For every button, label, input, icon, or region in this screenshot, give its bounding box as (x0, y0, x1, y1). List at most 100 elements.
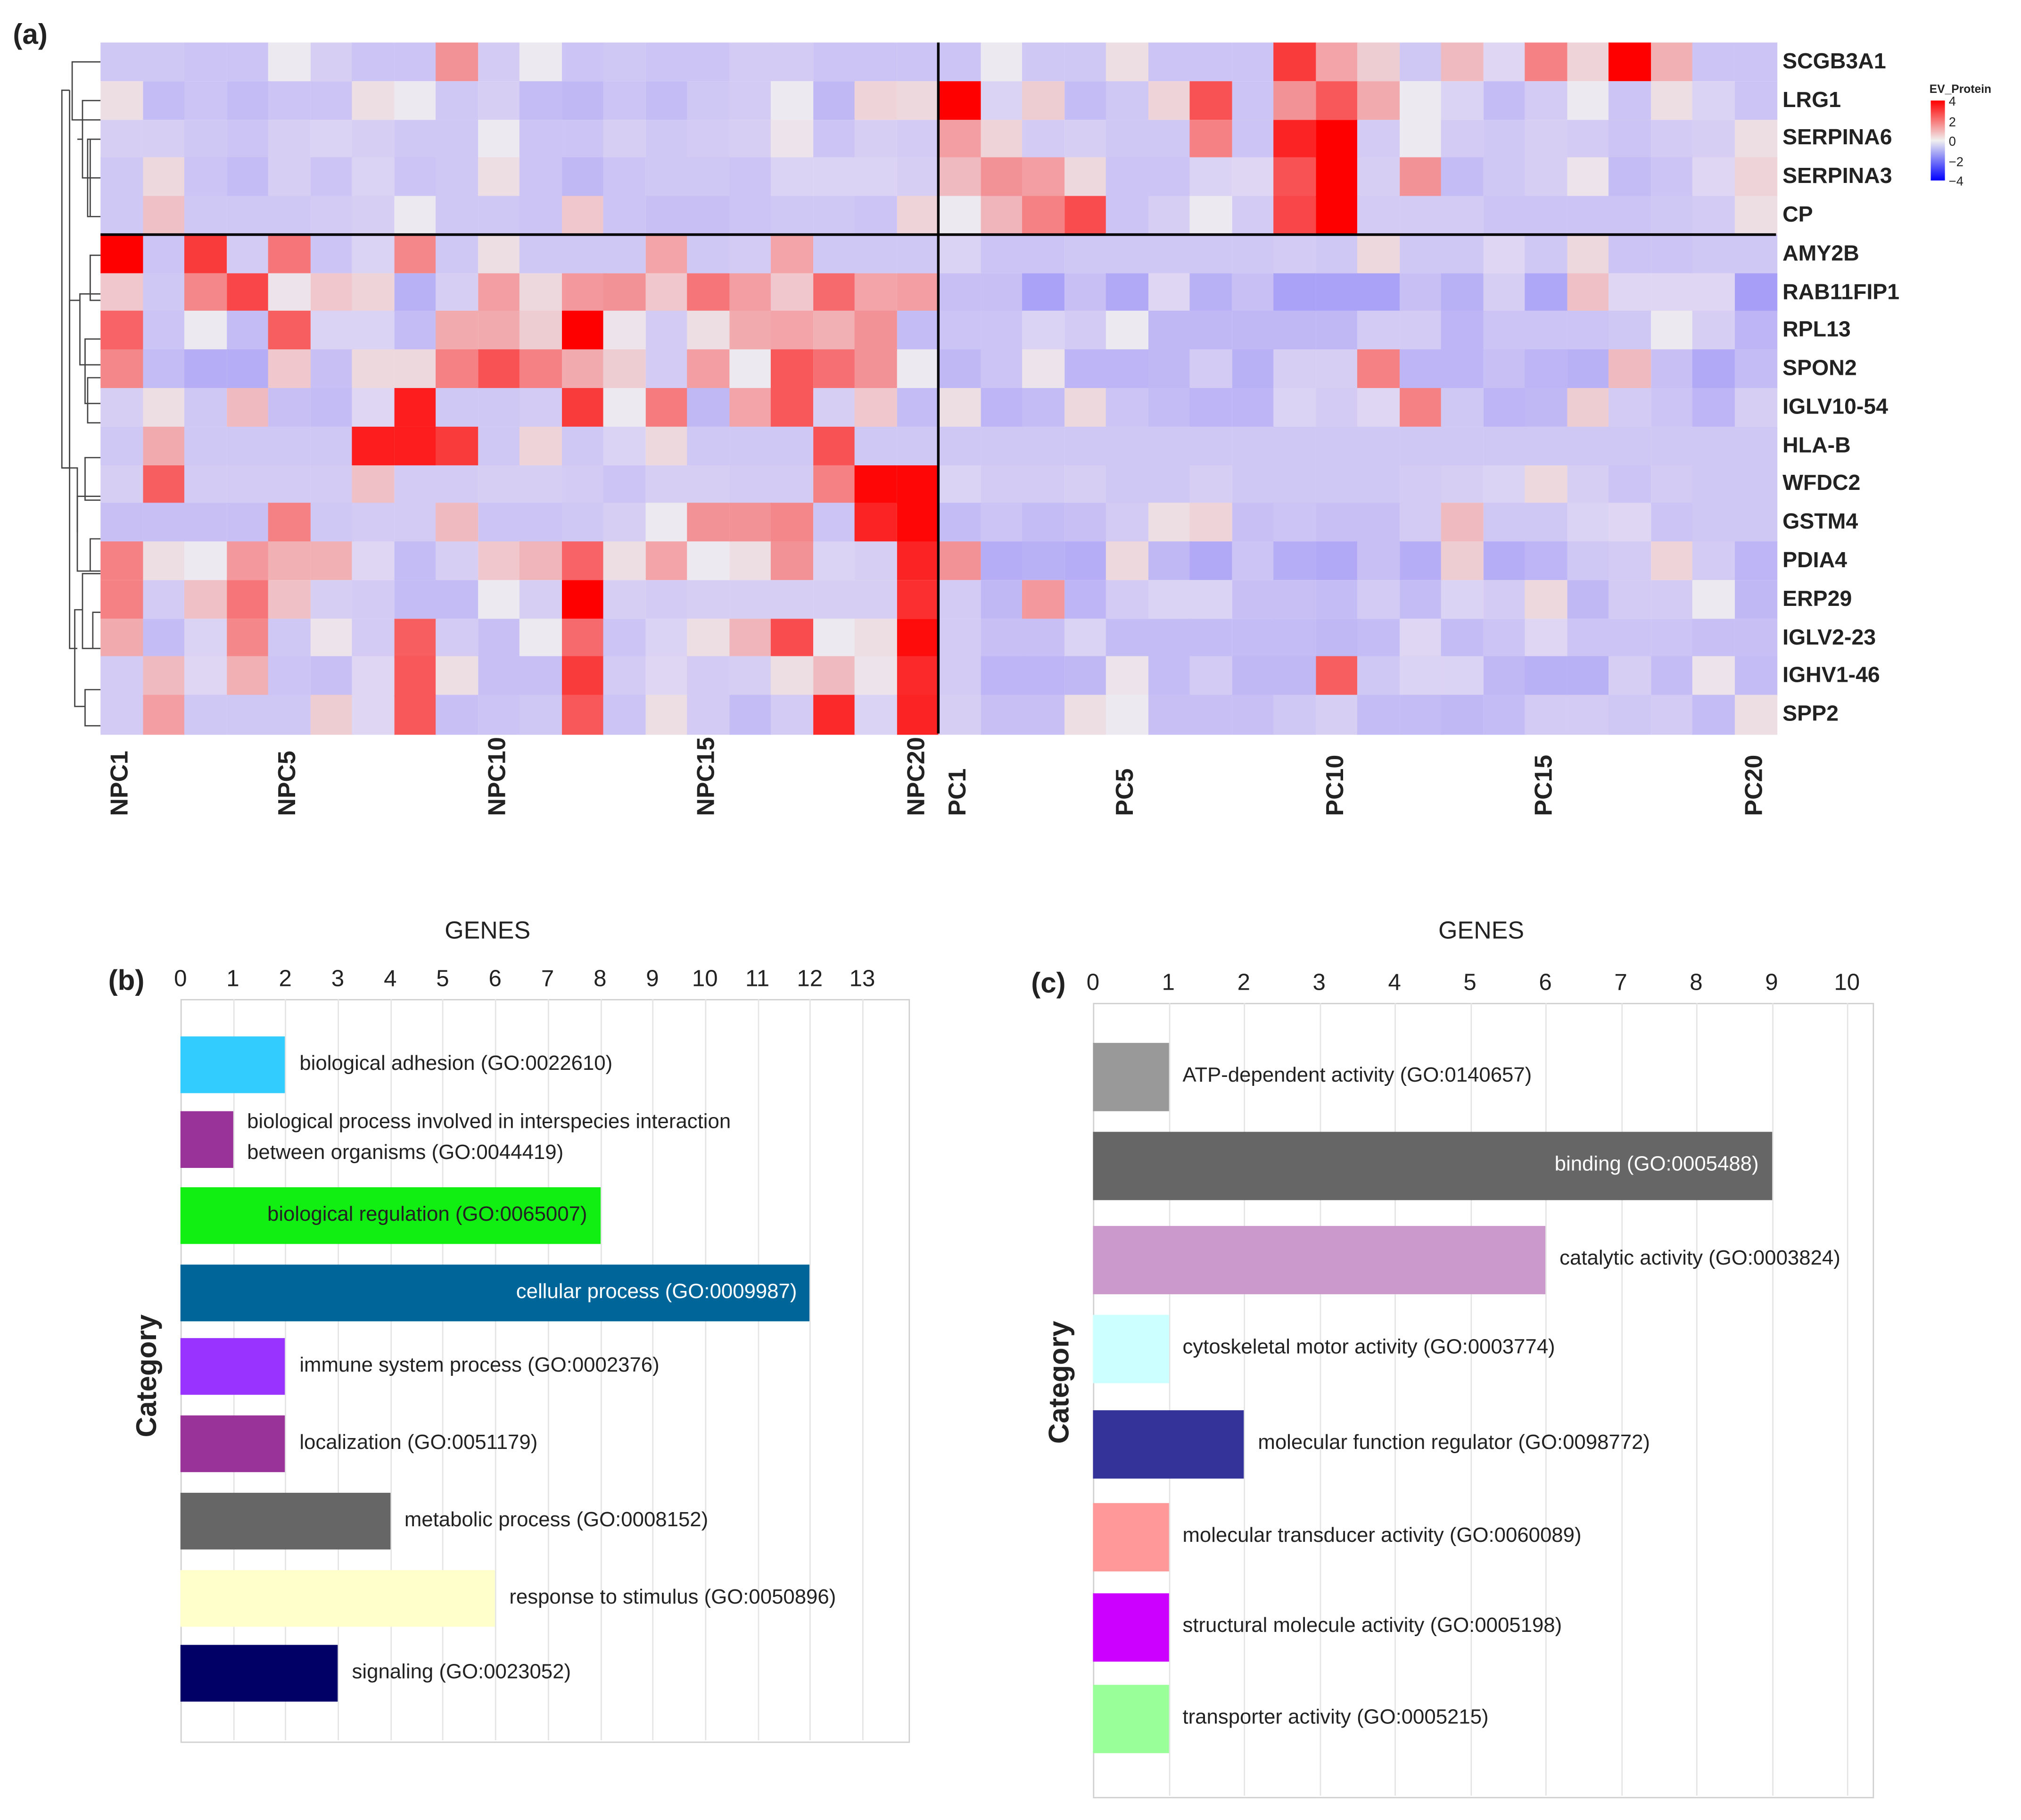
x-tick-label: 1 (1162, 969, 1175, 995)
heatmap-cell (645, 311, 688, 351)
heatmap-cell (394, 579, 437, 620)
heatmap-cell (1399, 464, 1442, 504)
bar-label: molecular function regulator (GO:0098772… (1258, 1432, 1650, 1454)
heatmap-cell (1273, 618, 1316, 658)
heatmap-cell (1064, 464, 1107, 504)
heatmap-cell (1064, 695, 1107, 735)
heatmap-cell (1022, 234, 1065, 274)
heatmap-cell (1609, 695, 1651, 735)
heatmap-cell (1525, 695, 1567, 735)
heatmap-cell (100, 541, 143, 581)
heatmap-cell (1441, 695, 1484, 735)
heatmap-cell (100, 273, 143, 312)
heatmap-cell (1273, 579, 1316, 620)
heatmap-cell (436, 618, 478, 658)
heatmap-cell (645, 234, 688, 274)
heatmap-cell (1650, 81, 1693, 120)
heatmap-cell (812, 426, 856, 466)
heatmap-cell (561, 656, 604, 696)
heatmap-cell (100, 503, 143, 543)
heatmap-cell (1064, 81, 1107, 120)
heatmap-cell (1399, 503, 1442, 543)
heatmap-cell (1567, 695, 1609, 735)
heatmap-cell (938, 349, 981, 389)
heatmap-cell (142, 503, 185, 543)
heatmap-cell (1399, 273, 1442, 312)
heatmap-cell (477, 81, 520, 120)
heatmap-cell (1022, 695, 1065, 735)
heatmap-cell (1399, 196, 1442, 235)
bar-label: response to stimulus (GO:0050896) (509, 1587, 836, 1609)
heatmap-cell (561, 234, 604, 274)
heatmap-cell (519, 388, 562, 427)
heatmap-cell (603, 579, 646, 620)
heatmap-cell (519, 618, 562, 658)
heatmap-cell (1734, 196, 1777, 235)
heatmap-cell (687, 503, 730, 543)
plot-frame (1093, 1003, 1874, 1798)
heatmap-cell (1189, 234, 1232, 274)
heatmap-cell (1189, 42, 1232, 82)
heatmap-cell (394, 311, 437, 351)
heatmap-cell (896, 157, 939, 197)
heatmap-cell (352, 464, 395, 504)
bar (1093, 1502, 1169, 1571)
heatmap-cell (352, 388, 395, 427)
heatmap-cell (1315, 234, 1358, 274)
gridline (495, 999, 496, 1740)
heatmap-cell (1692, 234, 1735, 274)
heatmap-cell (1231, 157, 1274, 197)
heatmap-cell (1105, 695, 1149, 735)
x-tick-label: 8 (1690, 969, 1703, 995)
heatmap-cell (687, 42, 730, 82)
heatmap-cell (1650, 42, 1693, 82)
heatmap-cell (603, 388, 646, 427)
heatmap-cell (1525, 119, 1567, 159)
gridline (757, 999, 759, 1740)
heatmap-cell (1315, 388, 1358, 427)
heatmap-cell (310, 81, 353, 120)
heatmap-cell (1147, 234, 1191, 274)
heatmap-cell (519, 426, 562, 466)
heatmap-cell (1399, 695, 1442, 735)
heatmap-cell (1231, 618, 1274, 658)
heatmap-cell (1650, 695, 1693, 735)
x-tick-label: 12 (797, 965, 823, 992)
gene-label: LRG1 (1782, 87, 1841, 112)
x-tick-label: 2 (279, 965, 292, 992)
heatmap-cell (100, 579, 143, 620)
heatmap-cell (1567, 311, 1609, 351)
heatmap-cell (519, 119, 562, 159)
heatmap-cell (1105, 464, 1149, 504)
heatmap-cell (142, 42, 185, 82)
heatmap-cell (1147, 42, 1191, 82)
heatmap-cell (603, 81, 646, 120)
column-label: NPC5 (275, 751, 302, 816)
heatmap-cell (1483, 388, 1526, 427)
gridline (1244, 1003, 1246, 1796)
gridline (1319, 1003, 1320, 1796)
heatmap-cell (1357, 42, 1400, 82)
heatmap-cell (226, 695, 269, 735)
heatmap-cell (896, 695, 939, 735)
heatmap-cell (1692, 388, 1735, 427)
heatmap-cell (184, 311, 227, 351)
x-tick-label: 8 (594, 965, 607, 992)
heatmap-cell (1692, 464, 1735, 504)
gridline (285, 999, 287, 1740)
x-tick-label: 9 (646, 965, 659, 992)
heatmap-cell (1064, 503, 1107, 543)
heatmap-cell (142, 618, 185, 658)
heatmap-cell (352, 503, 395, 543)
heatmap-cell (1315, 695, 1358, 735)
heatmap-cell (1189, 157, 1232, 197)
heatmap-cell (394, 196, 437, 235)
heatmap-cell (1273, 656, 1316, 696)
heatmap-cell (1357, 618, 1400, 658)
heatmap-cell (687, 234, 730, 274)
bar (1093, 1409, 1244, 1478)
heatmap-cell (1734, 695, 1777, 735)
chart-c-xlabel: GENES (1438, 918, 1525, 945)
heatmap-cell (268, 579, 311, 620)
heatmap-cell (1609, 234, 1651, 274)
